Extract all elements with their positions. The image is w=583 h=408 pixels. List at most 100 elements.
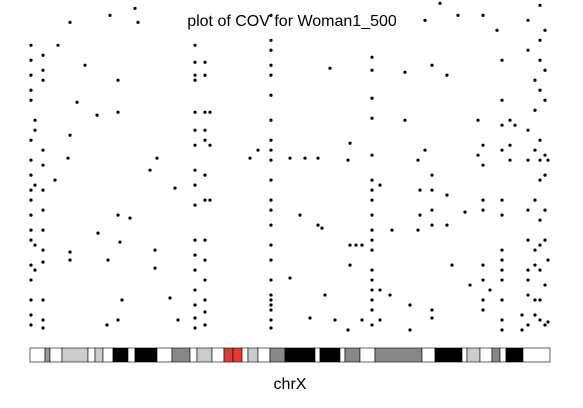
ideogram-band	[112, 347, 129, 363]
point	[136, 20, 140, 24]
ideogram-band	[522, 347, 551, 363]
point	[75, 100, 79, 104]
point	[388, 293, 392, 297]
point	[416, 228, 420, 232]
point	[308, 316, 312, 320]
point	[269, 223, 273, 227]
ideogram-band	[127, 347, 136, 363]
point	[29, 228, 33, 232]
ideogram-band	[87, 347, 96, 363]
ideogram-band	[359, 347, 376, 363]
point	[430, 316, 434, 320]
point	[418, 188, 422, 192]
point	[500, 258, 504, 262]
point	[370, 298, 374, 302]
point	[416, 158, 420, 162]
point	[33, 128, 37, 132]
point	[438, 1, 442, 5]
point	[538, 268, 542, 272]
point	[370, 278, 374, 282]
point	[66, 156, 70, 160]
point	[208, 110, 212, 114]
ideogram-band	[44, 347, 51, 363]
point	[500, 198, 504, 202]
point	[116, 213, 120, 217]
point	[203, 310, 207, 314]
point	[41, 318, 45, 322]
point	[269, 318, 273, 322]
point	[378, 318, 382, 322]
point	[533, 248, 537, 252]
point	[96, 231, 100, 235]
point	[370, 323, 374, 327]
point	[203, 138, 207, 142]
point	[29, 263, 33, 267]
point	[203, 298, 207, 302]
point	[128, 216, 132, 220]
point	[68, 133, 72, 137]
point	[29, 88, 33, 92]
point	[520, 328, 524, 332]
point	[543, 153, 547, 157]
point	[193, 143, 197, 147]
point	[500, 148, 504, 152]
point	[269, 208, 273, 212]
point	[370, 198, 374, 202]
ideogram-band	[211, 347, 225, 363]
point	[256, 148, 260, 152]
ideogram-band	[156, 347, 173, 363]
point	[56, 43, 60, 47]
point	[468, 283, 472, 287]
point	[328, 66, 332, 70]
point	[41, 148, 45, 152]
point	[445, 193, 449, 197]
point	[538, 138, 542, 142]
point	[370, 228, 374, 232]
point	[269, 73, 273, 77]
point	[153, 266, 157, 270]
point	[288, 276, 292, 280]
point	[269, 198, 273, 202]
point	[538, 3, 542, 7]
point	[538, 38, 542, 42]
point	[543, 283, 547, 287]
ideogram-band	[61, 347, 89, 363]
ideogram-band	[94, 347, 104, 363]
point	[316, 156, 320, 160]
point	[269, 38, 273, 42]
point	[108, 13, 112, 17]
point	[269, 293, 273, 297]
point	[370, 238, 374, 242]
point	[116, 318, 120, 322]
point	[193, 268, 197, 272]
point	[370, 288, 374, 292]
point	[360, 318, 364, 322]
point	[538, 218, 542, 222]
point	[500, 278, 504, 282]
point	[173, 186, 177, 190]
point	[370, 116, 374, 120]
point	[430, 308, 434, 312]
ideogram-band	[284, 347, 316, 363]
point	[526, 238, 530, 242]
point	[508, 118, 512, 122]
point	[193, 203, 197, 207]
point	[193, 168, 197, 172]
point	[370, 178, 374, 182]
point	[333, 318, 337, 322]
point	[29, 138, 33, 142]
point	[538, 318, 542, 322]
point	[203, 60, 207, 64]
point	[33, 243, 37, 247]
point	[543, 173, 547, 177]
point	[193, 110, 197, 114]
point	[269, 308, 273, 312]
point	[481, 308, 485, 312]
point	[29, 298, 33, 302]
point	[481, 143, 485, 147]
point	[105, 323, 109, 327]
point	[29, 173, 33, 177]
point	[203, 278, 207, 282]
point	[418, 213, 422, 217]
